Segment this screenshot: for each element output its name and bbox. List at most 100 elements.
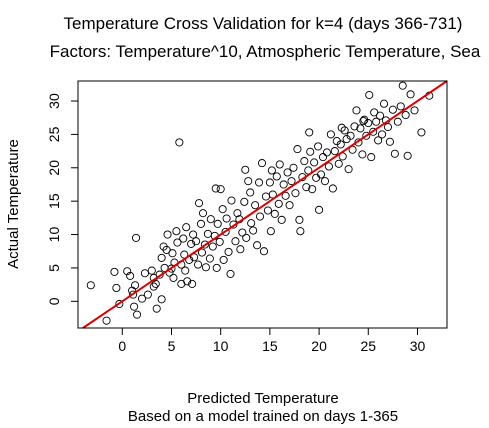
data-point [219, 255, 228, 264]
data-point [296, 227, 305, 236]
data-point [344, 165, 353, 174]
data-point [203, 229, 212, 238]
data-point [358, 150, 367, 159]
data-point [326, 130, 335, 139]
x-tick-label: 20 [311, 338, 327, 354]
data-point [246, 188, 255, 197]
data-point [356, 124, 365, 133]
data-point [157, 295, 166, 304]
data-point [383, 123, 393, 132]
data-point [261, 192, 270, 201]
data-point [337, 123, 346, 132]
data-point [374, 136, 383, 145]
data-point [308, 185, 317, 194]
data-point [163, 230, 172, 239]
data-point [140, 269, 149, 278]
data-point [403, 151, 412, 160]
data-point [175, 138, 184, 147]
data-point [208, 242, 217, 251]
data-point [295, 215, 304, 224]
data-point [249, 226, 258, 235]
data-point [336, 140, 345, 149]
data-point [187, 239, 196, 248]
x-tick-label: 10 [213, 338, 229, 354]
data-point [372, 117, 381, 126]
x-tick-label: 15 [262, 338, 278, 354]
data-point [305, 128, 314, 137]
data-point [123, 267, 132, 276]
data-point [320, 177, 330, 186]
data-point [194, 199, 204, 208]
data-point [312, 173, 321, 182]
data-point [189, 230, 198, 239]
data-point [259, 247, 269, 256]
data-point [137, 294, 147, 303]
x-tick-label: 25 [360, 338, 376, 354]
data-point [277, 215, 286, 224]
data-point [270, 209, 279, 218]
data-point [322, 148, 332, 157]
data-point [315, 205, 324, 214]
data-point [247, 219, 256, 228]
data-point [221, 227, 230, 236]
data-point [197, 248, 207, 257]
data-point [310, 158, 319, 167]
data-point [340, 126, 349, 135]
data-point [255, 212, 265, 221]
x-axis-label: Predicted Temperature [187, 390, 338, 407]
y-tick-label: 0 [46, 297, 62, 305]
data-point [193, 260, 203, 269]
data-point [346, 131, 355, 140]
data-point [188, 279, 197, 288]
y-tick-label: 15 [46, 193, 62, 209]
data-point [241, 165, 250, 174]
data-point [396, 102, 405, 111]
data-point [181, 266, 190, 275]
data-point [169, 273, 178, 282]
data-point [183, 277, 192, 286]
data-point [265, 178, 274, 187]
data-point [200, 240, 209, 249]
data-point [152, 304, 161, 313]
data-point [143, 290, 152, 299]
data-point [367, 153, 376, 162]
data-point [157, 253, 166, 262]
data-point [110, 267, 119, 276]
data-point [324, 162, 333, 171]
data-point [196, 219, 206, 228]
y-tick-label: 25 [46, 126, 62, 142]
y-axis-label: Actual Temperature [5, 139, 22, 269]
x-tick-label: 30 [410, 338, 426, 354]
data-point [201, 263, 210, 272]
data-point [316, 170, 326, 179]
data-point [365, 90, 374, 100]
chart-subtitle: Factors: Temperature^10, Atmospheric Tem… [50, 42, 481, 61]
data-point [222, 214, 231, 223]
data-point [274, 199, 283, 208]
data-point [289, 163, 298, 172]
data-point [401, 111, 410, 120]
data-point [242, 233, 251, 242]
x-axis: 0 5 10 15 20 25 30 [118, 327, 426, 354]
data-point [132, 233, 141, 242]
data-point [275, 160, 284, 169]
data-point [369, 127, 378, 136]
data-point [314, 142, 323, 151]
data-point [126, 271, 135, 280]
data-point [236, 245, 245, 254]
data-point [378, 130, 387, 139]
data-point [364, 119, 373, 128]
data-point [132, 310, 142, 319]
data-point [129, 290, 138, 299]
data-point [216, 185, 225, 194]
data-point [359, 117, 368, 126]
data-point [253, 241, 262, 250]
data-point [376, 111, 385, 120]
data-point [179, 234, 188, 243]
data-point [302, 183, 311, 192]
data-point [224, 247, 233, 256]
data-point [130, 302, 139, 311]
data-point [255, 178, 264, 187]
data-point [102, 316, 111, 325]
